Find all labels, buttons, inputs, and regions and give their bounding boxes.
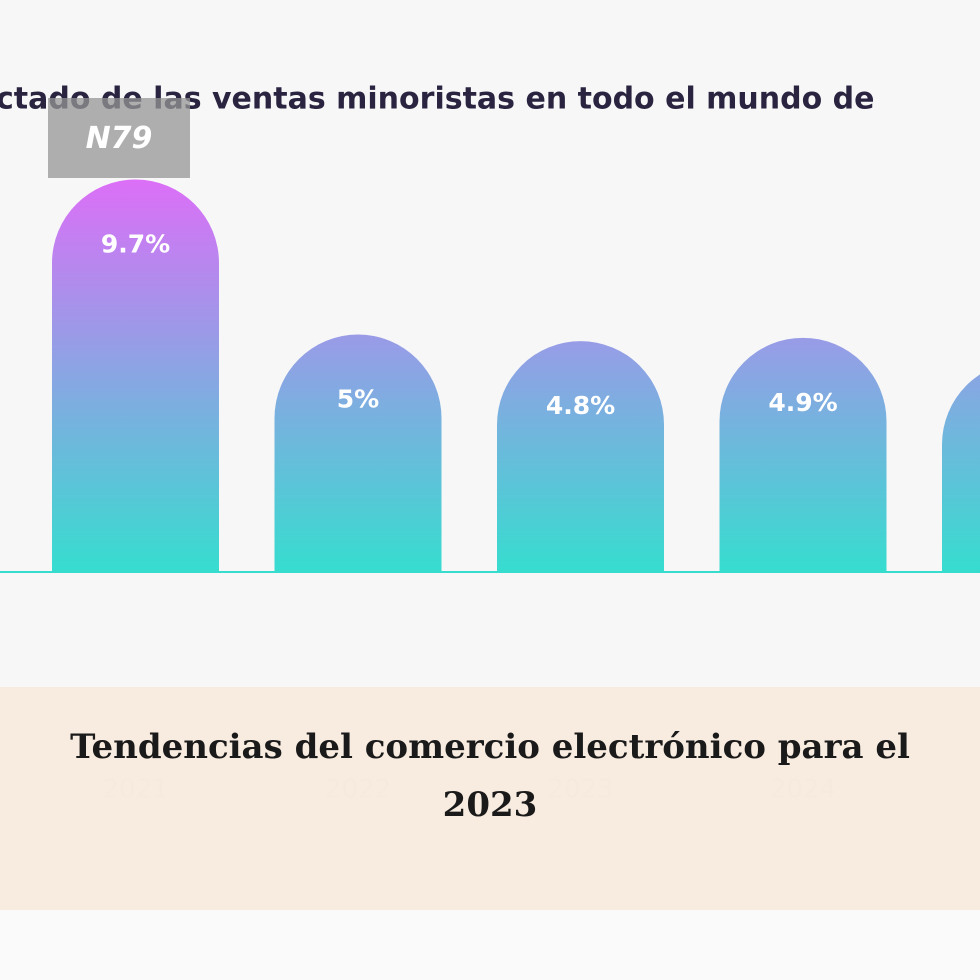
caption: Tendencias del comercio electrónico para… [70,727,910,825]
value-label: 4.8% [546,391,615,420]
bar [497,341,664,572]
logo: N79 [48,98,190,178]
value-label: 9.7% [101,229,170,258]
bar [274,334,442,572]
caption-band [0,687,980,910]
value-label: 5% [337,385,379,414]
bar [52,179,219,573]
value-label: 4.9% [768,388,837,417]
chart: ctado de las ventas minoristas en todo e… [0,81,980,573]
bar [719,337,887,572]
bar [942,374,980,572]
